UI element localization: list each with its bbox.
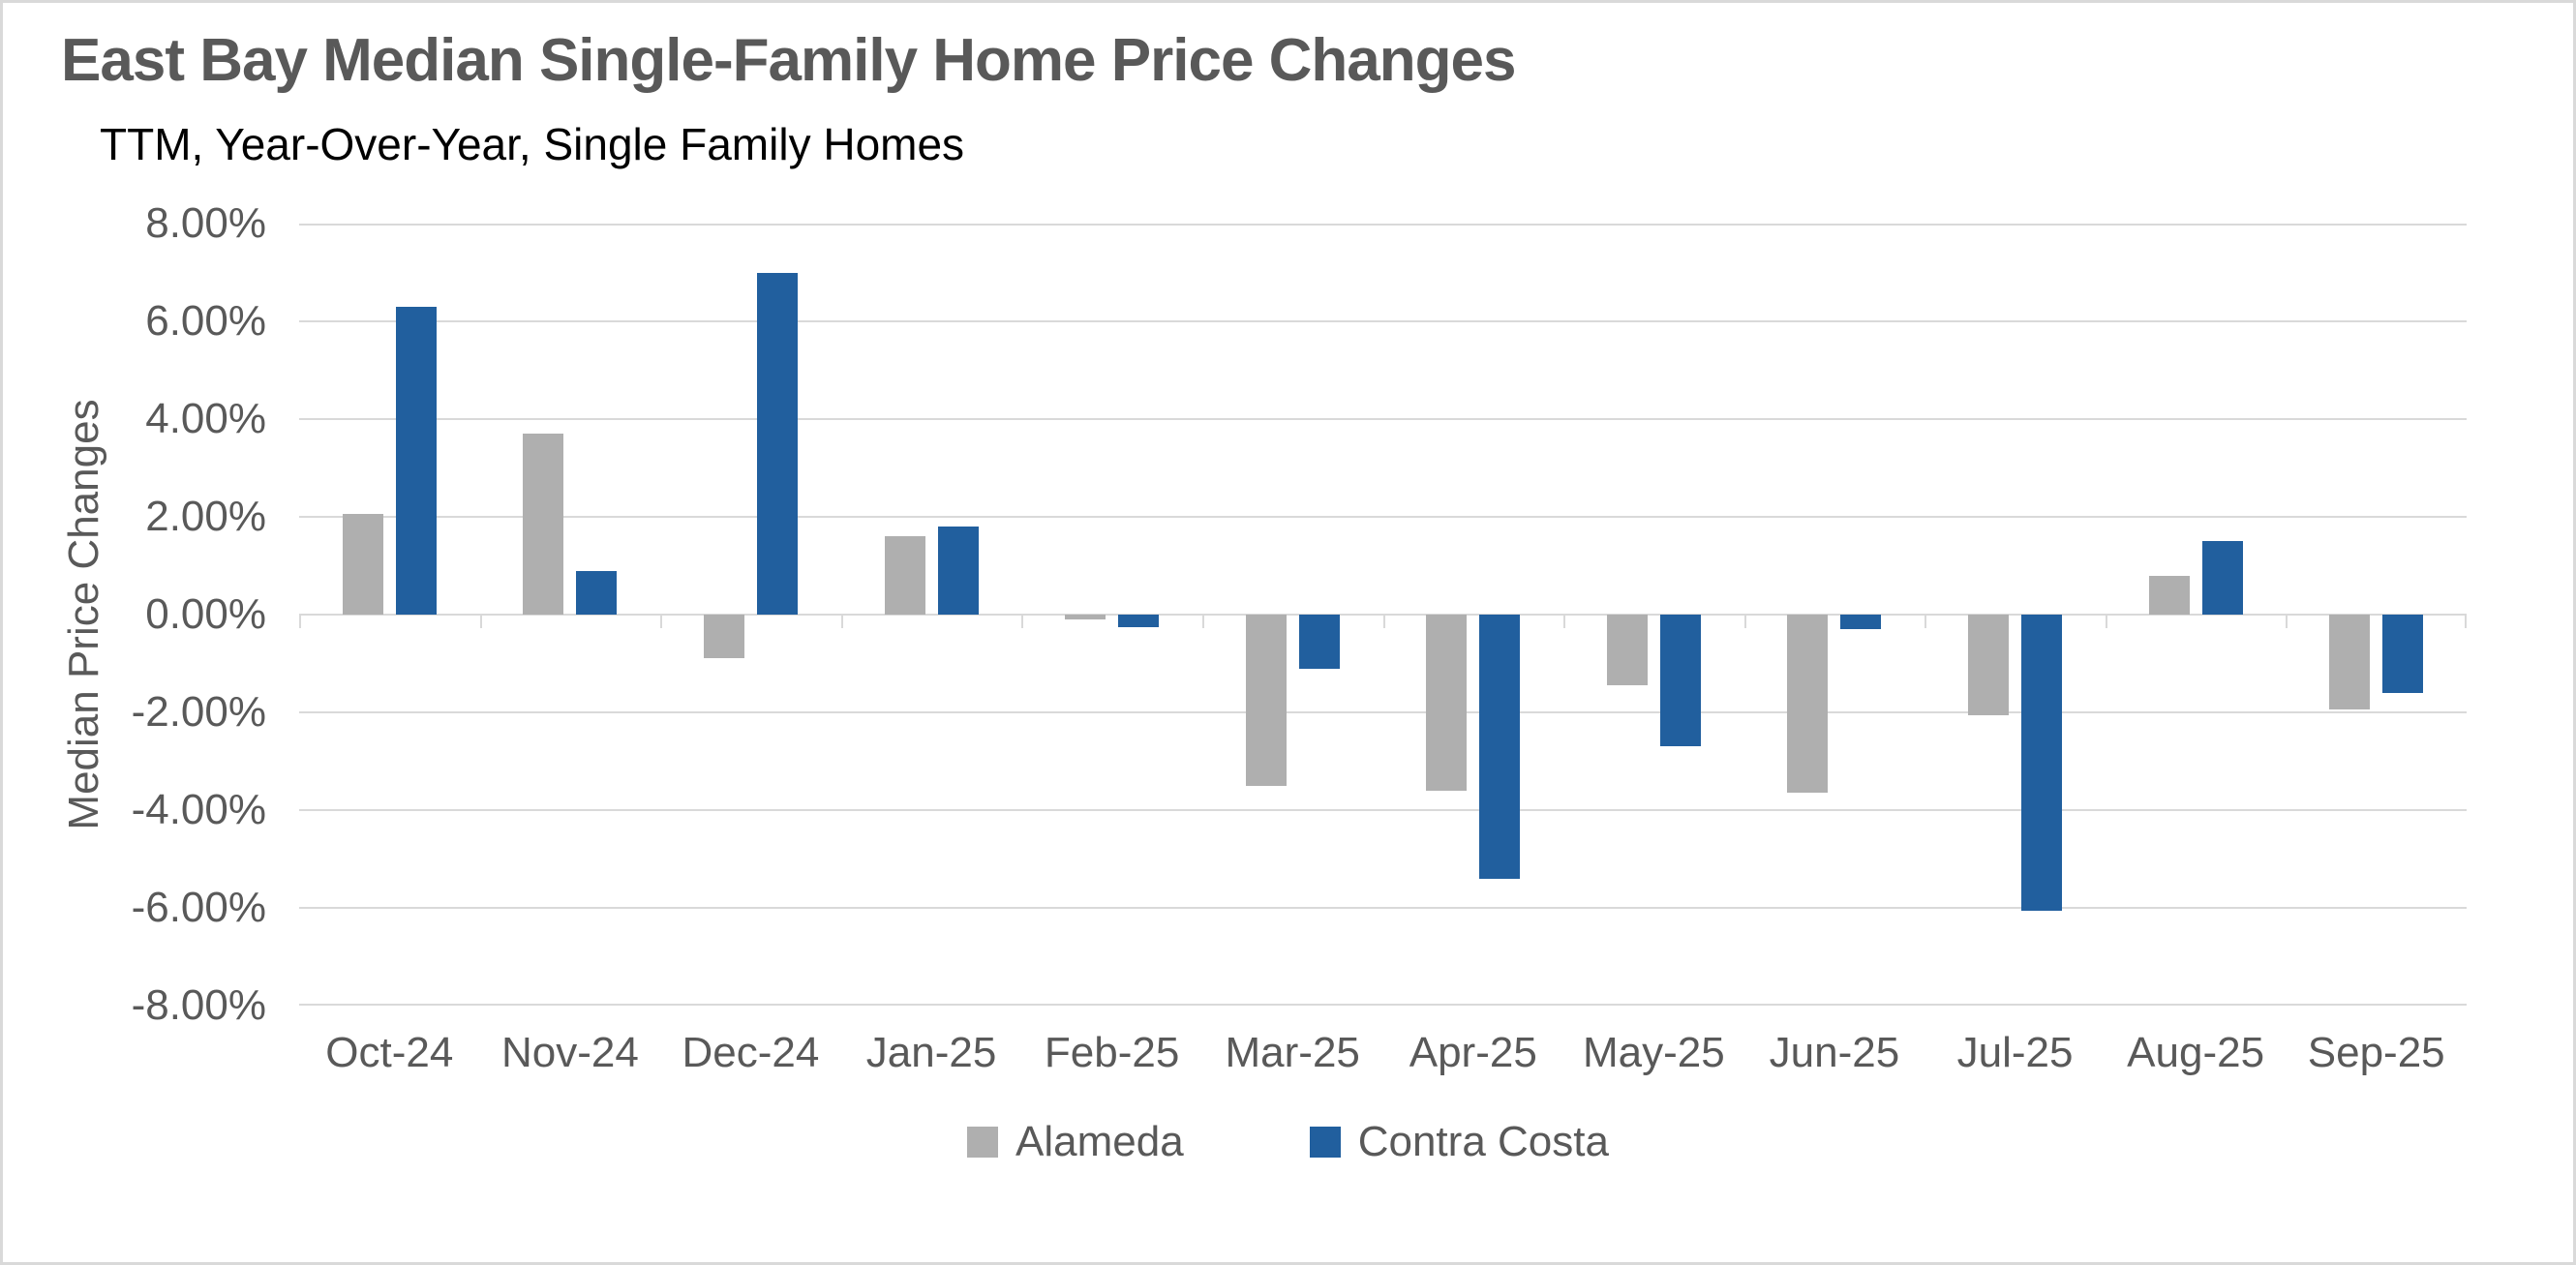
- y-tick-label: 0.00%: [145, 590, 266, 638]
- x-axis-tick: [299, 615, 301, 628]
- y-tick-label: -6.00%: [131, 884, 266, 931]
- x-axis-tick: [1201, 615, 1204, 628]
- gridline: [299, 907, 2467, 909]
- bar-alameda-feb-25: [1065, 615, 1106, 620]
- bar-contra-costa-apr-25: [1479, 615, 1521, 879]
- x-axis-tick: [2286, 615, 2288, 628]
- x-axis-tick: [1021, 615, 1024, 628]
- x-axis-label-may-25: May-25: [1583, 1029, 1725, 1076]
- y-tick-label: 6.00%: [145, 297, 266, 345]
- bar-alameda-apr-25: [1426, 615, 1468, 791]
- bar-alameda-jul-25: [1968, 615, 2010, 715]
- bar-contra-costa-sep-25: [2382, 615, 2424, 693]
- bar-contra-costa-oct-24: [395, 306, 437, 615]
- x-axis-label-jul-25: Jul-25: [1956, 1029, 2074, 1076]
- x-axis-tick: [1743, 615, 1746, 628]
- x-axis-label-jun-25: Jun-25: [1769, 1029, 1900, 1076]
- gridline: [299, 320, 2467, 322]
- y-tick-label: 4.00%: [145, 395, 266, 442]
- bar-alameda-may-25: [1606, 615, 1648, 686]
- bar-contra-costa-jan-25: [937, 527, 979, 615]
- bar-alameda-oct-24: [342, 514, 383, 615]
- x-axis-label-sep-25: Sep-25: [2307, 1029, 2445, 1076]
- x-axis-tick: [1924, 615, 1927, 628]
- legend-label-alameda: Alameda: [1015, 1118, 1184, 1165]
- bar-alameda-aug-25: [2148, 575, 2190, 615]
- legend-item-alameda: Alameda: [967, 1118, 1184, 1166]
- x-axis-tick: [840, 615, 843, 628]
- x-axis-label-oct-24: Oct-24: [325, 1029, 454, 1076]
- x-axis-label-nov-24: Nov-24: [500, 1029, 639, 1076]
- bar-contra-costa-jul-25: [2021, 615, 2063, 911]
- bar-alameda-jun-25: [1787, 615, 1829, 794]
- x-axis-label-apr-25: Apr-25: [1409, 1029, 1537, 1076]
- x-axis-label-mar-25: Mar-25: [1225, 1029, 1360, 1076]
- gridline: [299, 1004, 2467, 1006]
- chart-title: East Bay Median Single-Family Home Price…: [61, 27, 1516, 94]
- y-tick-label: -2.00%: [131, 688, 266, 736]
- gridline: [299, 711, 2467, 713]
- bar-contra-costa-dec-24: [756, 272, 798, 615]
- legend-item-contra-costa: Contra Costa: [1309, 1118, 1609, 1166]
- x-axis-tick: [2465, 615, 2467, 628]
- gridline: [299, 224, 2467, 226]
- legend-label-contra-costa: Contra Costa: [1357, 1118, 1609, 1165]
- x-axis-tick: [1382, 615, 1385, 628]
- y-tick-label: 2.00%: [145, 493, 266, 540]
- x-axis-label-feb-25: Feb-25: [1044, 1029, 1180, 1076]
- x-axis-label-jan-25: Jan-25: [865, 1029, 997, 1076]
- bar-contra-costa-may-25: [1659, 615, 1701, 747]
- bar-alameda-jan-25: [884, 536, 925, 615]
- bar-contra-costa-aug-25: [2201, 541, 2243, 615]
- gridline: [299, 809, 2467, 811]
- bar-contra-costa-nov-24: [576, 570, 618, 615]
- bar-alameda-nov-24: [523, 434, 564, 615]
- legend-swatch-alameda-icon: [967, 1127, 999, 1158]
- y-tick-label: -4.00%: [131, 786, 266, 833]
- x-axis-tick: [2105, 615, 2107, 628]
- bar-contra-costa-feb-25: [1118, 615, 1160, 627]
- plot-area: [299, 224, 2467, 1006]
- x-axis-label-aug-25: Aug-25: [2127, 1029, 2265, 1076]
- y-tick-label: -8.00%: [131, 981, 266, 1029]
- x-axis-label-dec-24: Dec-24: [682, 1029, 820, 1076]
- bar-alameda-sep-25: [2329, 615, 2371, 710]
- chart-subtitle: TTM, Year-Over-Year, Single Family Homes: [100, 119, 965, 169]
- y-tick-label: 8.00%: [145, 199, 266, 247]
- bar-contra-costa-jun-25: [1840, 615, 1882, 630]
- bar-alameda-mar-25: [1245, 615, 1287, 786]
- bar-contra-costa-mar-25: [1298, 615, 1340, 669]
- bar-alameda-dec-24: [703, 615, 744, 659]
- gridline: [299, 516, 2467, 518]
- x-axis-tick: [479, 615, 482, 628]
- x-axis-tick: [1563, 615, 1566, 628]
- gridline: [299, 418, 2467, 420]
- legend: Alameda Contra Costa: [3, 1118, 2573, 1166]
- x-axis-tick: [660, 615, 663, 628]
- legend-swatch-contra-costa-icon: [1309, 1127, 1341, 1158]
